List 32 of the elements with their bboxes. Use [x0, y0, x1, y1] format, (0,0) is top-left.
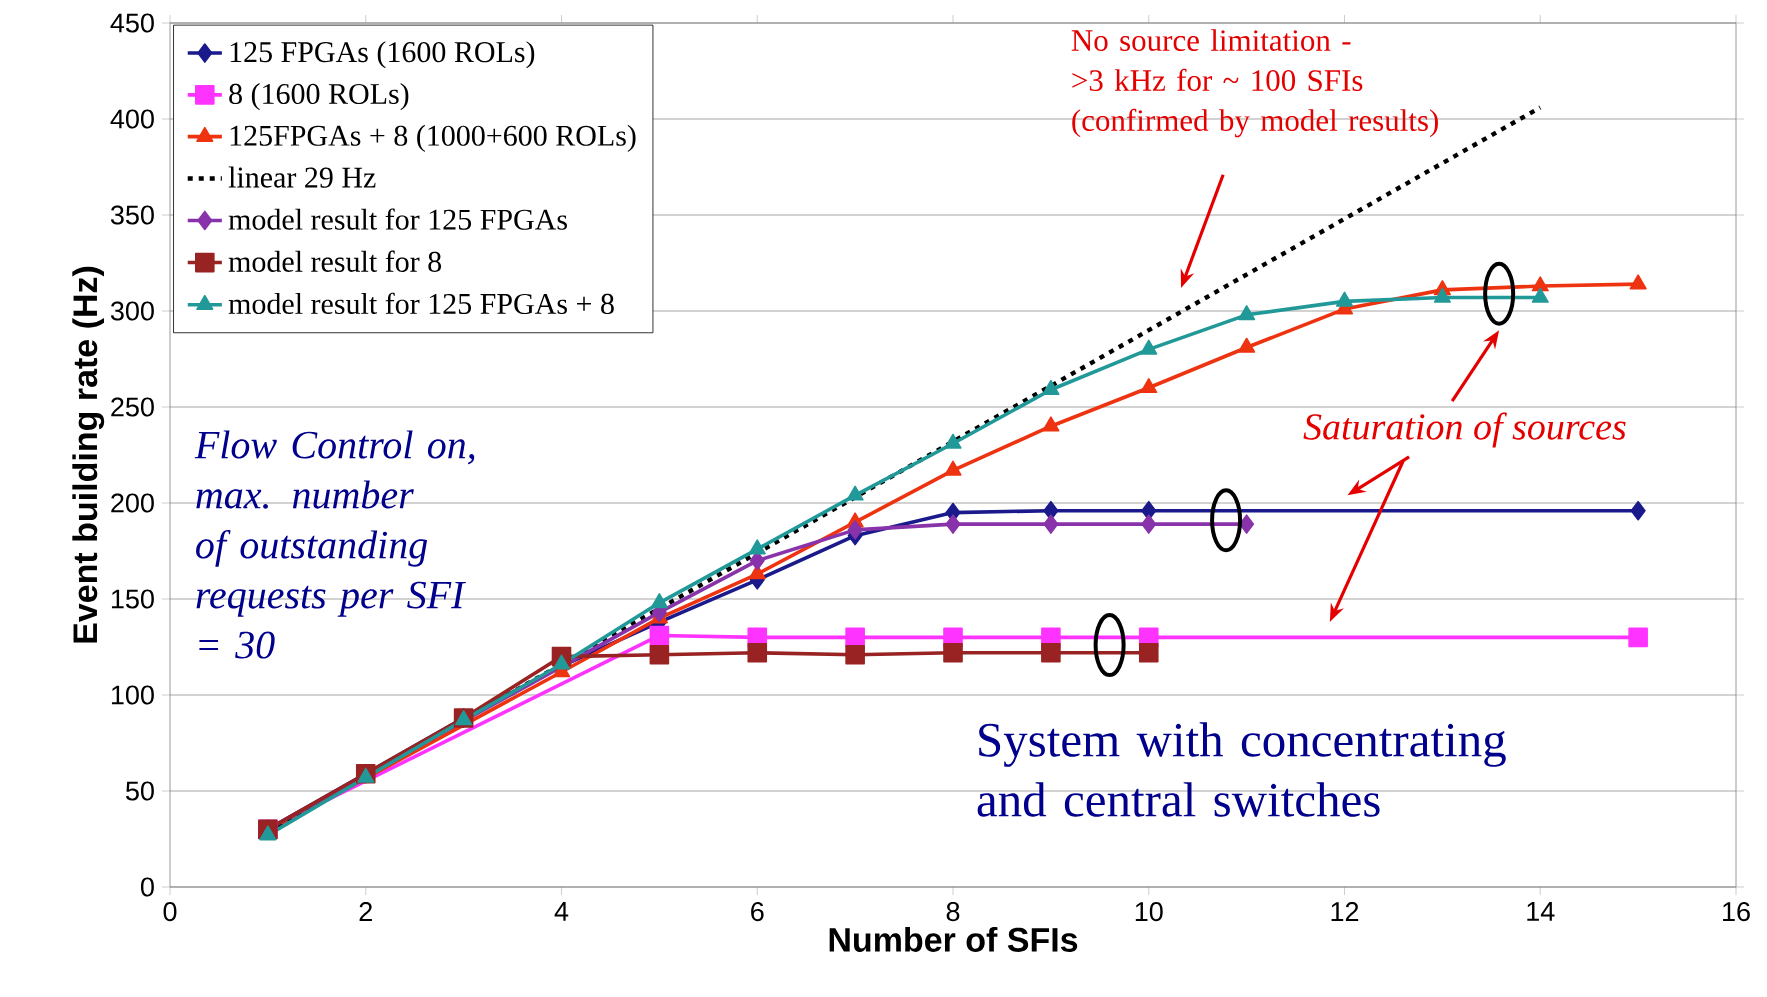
annotation: Flow Control on, max. number of outstanding requests per SFI = 30: [194, 430, 475, 659]
y-tick-label: 250: [111, 397, 154, 417]
y-tick-label: 0: [140, 877, 154, 897]
x-tick-label: 2: [359, 902, 372, 921]
y-tick-label: 300: [110, 301, 154, 321]
annotation: System with concentrating and central switches: [977, 722, 1506, 817]
y-tick-label: 450: [110, 13, 154, 33]
legend-label: 125FPGAs + 8 (1000+600 ROLs): [230, 124, 636, 152]
legend-label: 8 (1600 ROLs): [229, 82, 409, 111]
x-tick-label: 4: [554, 902, 569, 921]
y-tick-label: 350: [110, 205, 154, 225]
y-axis-title: Event building rate (Hz): [72, 266, 105, 643]
legend-label: model result for 8: [228, 250, 442, 272]
legend-label: 125 FPGAs (1600 ROLs): [230, 41, 535, 69]
x-tick-label: 8: [946, 902, 960, 922]
x-tick-label: 16: [1723, 902, 1750, 922]
legend-label: model result for 125 FPGAs + 8: [228, 292, 614, 315]
legend-label: model result for 125 FPGAs: [228, 208, 567, 230]
x-tick-label: 6: [751, 902, 764, 922]
x-tick-label: 12: [1331, 902, 1359, 921]
x-axis-title: Number of SFIs: [829, 926, 1078, 952]
annotation: Saturation of sources: [1303, 412, 1626, 448]
y-tick-label: 200: [111, 493, 154, 513]
legend-label: linear 29 Hz: [228, 166, 376, 188]
annotation: No source limitation ->3 kHz for ~ 100 SFIs (confirmed by model results): [1071, 29, 1438, 138]
x-tick-label: 10: [1135, 902, 1163, 922]
y-tick-label: 400: [110, 109, 154, 129]
x-tick-label: 0: [163, 902, 177, 922]
y-tick-label: 50: [125, 781, 154, 801]
y-tick-label: 100: [111, 685, 154, 705]
x-tick-label: 14: [1527, 902, 1555, 921]
y-tick-label: 150: [111, 589, 154, 609]
